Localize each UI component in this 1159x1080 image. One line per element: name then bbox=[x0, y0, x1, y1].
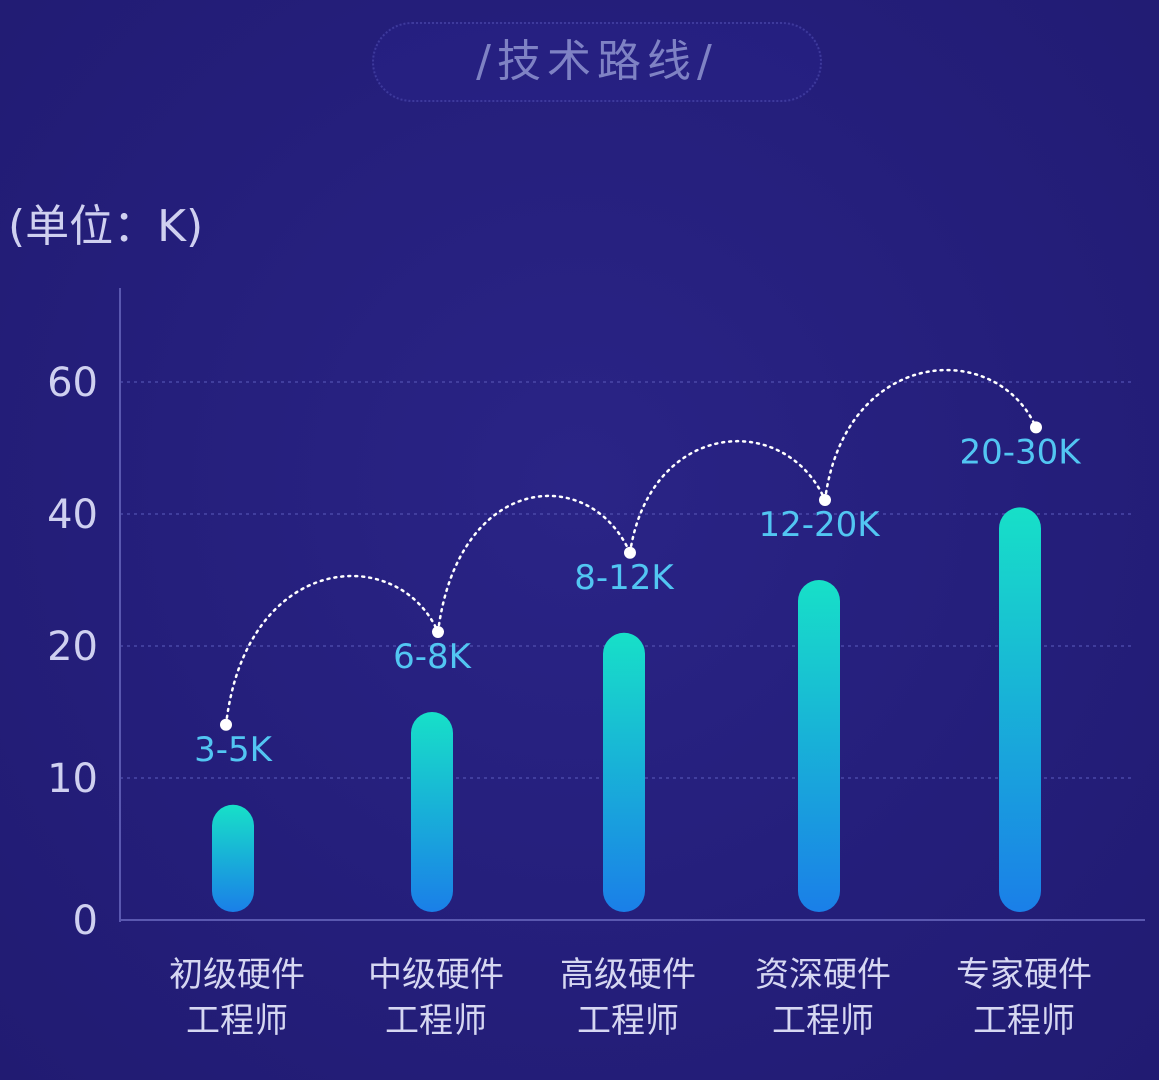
x-category-label-line: 工程师 bbox=[385, 1001, 487, 1041]
x-category-label-line: 工程师 bbox=[772, 1001, 874, 1041]
unit-label: (单位：K) bbox=[8, 201, 204, 252]
x-category-label-line: 工程师 bbox=[973, 1001, 1075, 1041]
x-category-label-line: 中级硬件 bbox=[368, 955, 504, 995]
x-category-label: 高级硬件 工程师 bbox=[538, 952, 718, 1044]
y-tick-label: 60 bbox=[47, 360, 98, 406]
data-label: 3-5K bbox=[194, 730, 274, 770]
bar-5 bbox=[999, 507, 1041, 912]
bar-1 bbox=[212, 804, 254, 912]
x-category-label: 专家硬件 工程师 bbox=[934, 952, 1114, 1044]
data-label: 8-12K bbox=[574, 558, 675, 598]
bar-4 bbox=[798, 580, 840, 912]
arc-point bbox=[220, 718, 232, 731]
arc-connector bbox=[224, 574, 440, 727]
title-pill bbox=[372, 22, 822, 102]
x-category-label-line: 初级硬件 bbox=[169, 955, 305, 995]
x-category-label: 资深硬件 工程师 bbox=[733, 952, 913, 1044]
x-category-label-line: 工程师 bbox=[186, 1001, 288, 1041]
arc-point bbox=[819, 494, 831, 506]
x-category-label-line: 专家硬件 bbox=[956, 955, 1092, 995]
x-category-label-line: 工程师 bbox=[577, 1001, 679, 1041]
bar-3 bbox=[603, 632, 645, 912]
x-category-label: 初级硬件 工程师 bbox=[147, 952, 327, 1044]
data-label: 6-8K bbox=[393, 637, 473, 677]
y-tick-label: 20 bbox=[47, 624, 98, 670]
x-category-label: 中级硬件 工程师 bbox=[346, 952, 526, 1044]
arc-point bbox=[1030, 421, 1042, 434]
y-tick-label: 10 bbox=[47, 756, 98, 802]
chart-title: /技术路线/ bbox=[476, 36, 718, 87]
arc-point bbox=[624, 546, 636, 559]
arc-point bbox=[432, 626, 444, 638]
arc-connector bbox=[436, 494, 632, 634]
data-label: 20-30K bbox=[959, 432, 1082, 472]
bar-2 bbox=[411, 712, 453, 912]
arc-connector bbox=[628, 440, 827, 555]
data-label: 12-20K bbox=[758, 505, 881, 545]
x-category-label-line: 资深硬件 bbox=[755, 955, 891, 995]
y-tick-label: 0 bbox=[73, 898, 98, 944]
y-tick-label: 40 bbox=[47, 492, 98, 538]
x-category-label-line: 高级硬件 bbox=[560, 955, 696, 995]
arc-connector bbox=[823, 368, 1038, 502]
